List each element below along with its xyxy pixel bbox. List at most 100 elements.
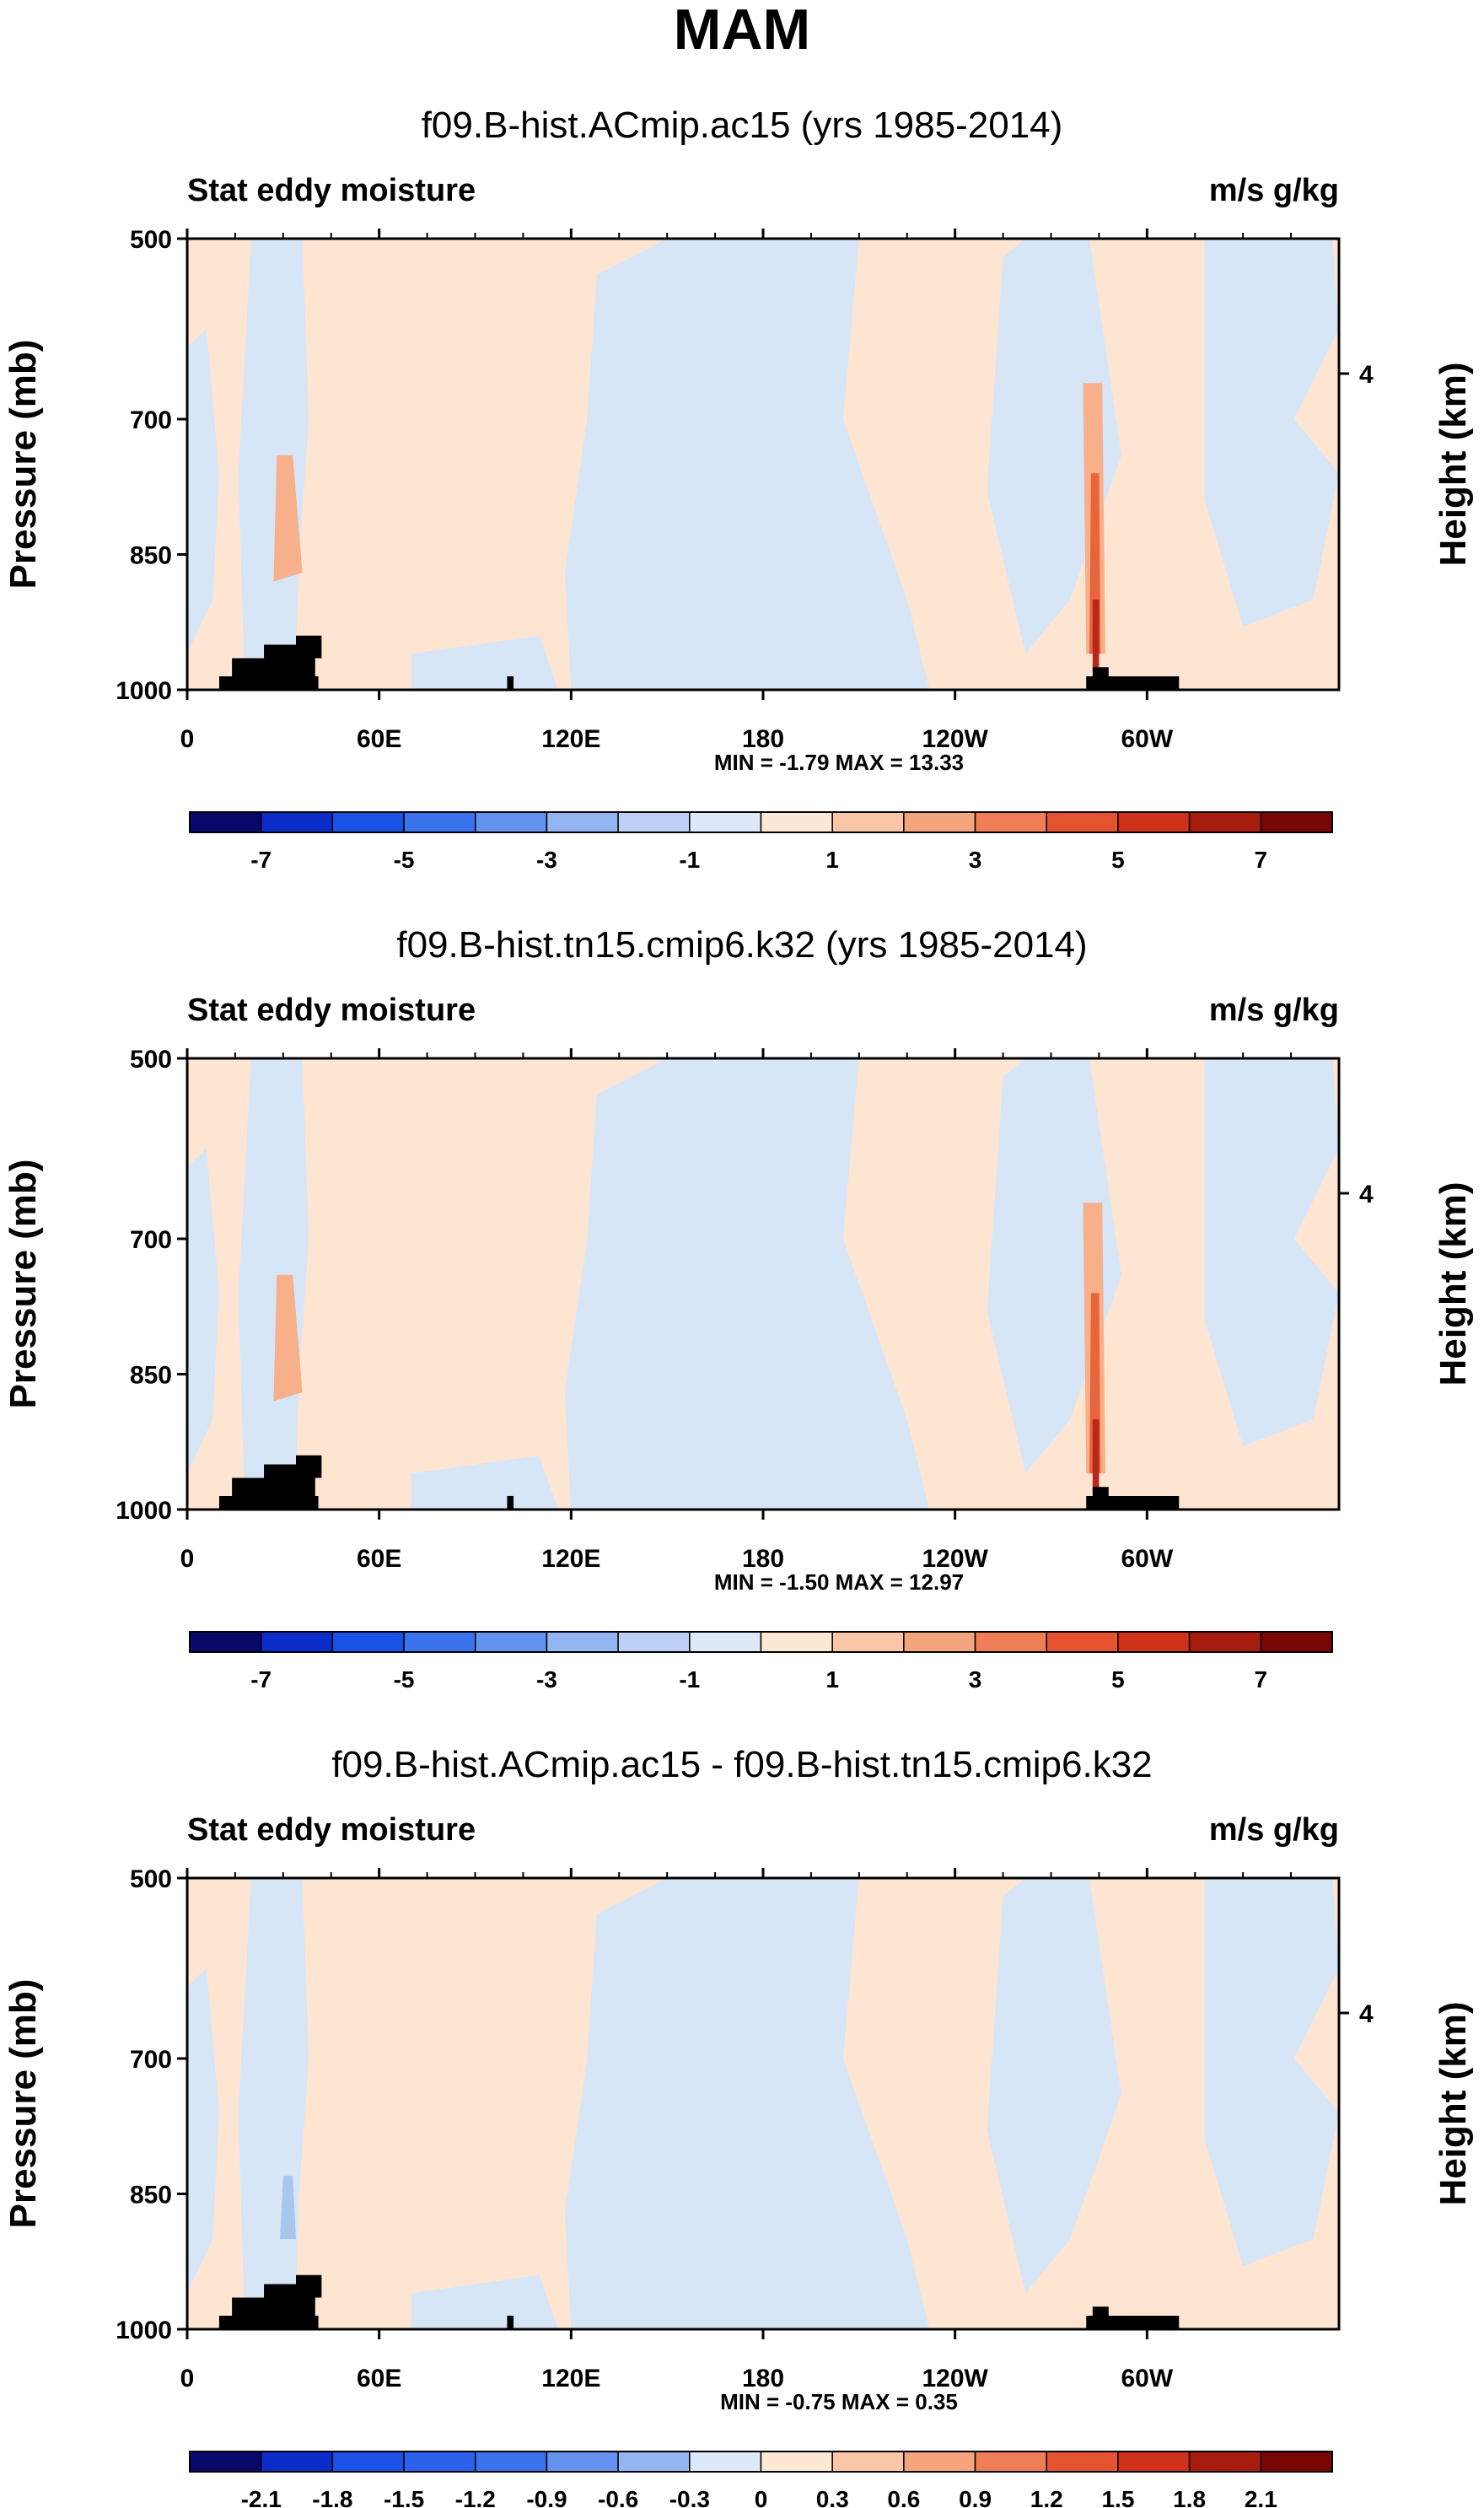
x-tick-label: 120E [541, 725, 600, 753]
panel-title: f09.B-hist.ACmip.ac15 (yrs 1985-2014) [422, 105, 1063, 146]
colorbar-box [1117, 811, 1191, 833]
colorbar-box [974, 811, 1047, 833]
colorbar-box [331, 811, 405, 833]
x-tick-label: 120W [922, 725, 988, 753]
negative-region-3 [564, 239, 930, 690]
colorbar-label: -2.1 [241, 2486, 282, 2508]
chart-panel-2: f09.B-hist.tn15.cmip6.k32 (yrs 1985-2014… [3, 924, 1474, 1693]
colorbar-box [903, 2451, 976, 2473]
colorbar-label: 1 [825, 1666, 839, 1693]
colorbar-box [1046, 1631, 1119, 1653]
x-tick-label: 60E [357, 1545, 401, 1573]
right-string: m/s g/kg [1209, 993, 1339, 1028]
negative-region-6 [411, 2274, 559, 2329]
colorbar-label: -0.9 [526, 2486, 567, 2508]
contour-field [187, 239, 1339, 690]
panel-title: f09.B-hist.ACmip.ac15 - f09.B-hist.tn15.… [331, 1744, 1152, 1785]
colorbar-box [1117, 2451, 1191, 2473]
x-tick-label: 120W [922, 2365, 988, 2392]
x-tick-label: 180 [742, 1545, 784, 1573]
colorbar-frame [189, 1631, 1333, 1653]
colorbar-label: 0.3 [816, 2486, 849, 2508]
panel-title: f09.B-hist.tn15.cmip6.k32 (yrs 1985-2014… [396, 924, 1087, 966]
right-tick-label: 4 [1359, 2000, 1374, 2028]
y-tick-label: 1000 [116, 677, 172, 705]
positive-plume-1 [273, 455, 303, 582]
negative-region-2 [187, 1149, 219, 1474]
y-axis-title: Pressure (mb) [3, 1160, 44, 1409]
x-tick-label: 60W [1121, 1545, 1173, 1573]
y-axis-title: Pressure (mb) [3, 340, 44, 589]
colorbar-label: 1 [825, 847, 839, 873]
topography-mask-1 [218, 2274, 322, 2329]
colorbar-box [546, 811, 619, 833]
colorbar-label: -1 [679, 847, 700, 873]
colorbar-box [1117, 1631, 1191, 1653]
colorbar-box [189, 1631, 262, 1653]
negative-region-2 [187, 1968, 219, 2294]
colorbar-label: -0.3 [669, 2486, 710, 2508]
colorbar-label: -1 [679, 1666, 700, 1693]
colorbar-label: -1.5 [384, 2486, 424, 2508]
x-tick-label: 120E [541, 1545, 600, 1573]
right-tick-label: 4 [1359, 1181, 1374, 1208]
colorbar-label: 1.5 [1101, 2486, 1134, 2508]
y-tick-label: 500 [130, 226, 172, 254]
y-tick-label: 500 [130, 1865, 172, 1893]
colorbar-label: -0.6 [598, 2486, 638, 2508]
colorbar-label: 0.9 [959, 2486, 992, 2508]
colorbar-label: -5 [394, 847, 415, 873]
colorbar-box [260, 811, 334, 833]
positive-max [1092, 600, 1100, 672]
colorbar-label: 5 [1111, 847, 1125, 873]
colorbar-box [1188, 1631, 1262, 1653]
chart-panel-3: f09.B-hist.ACmip.ac15 - f09.B-hist.tn15.… [3, 1744, 1474, 2508]
colorbar-label: 5 [1111, 1666, 1125, 1693]
colorbar-label: 1.2 [1030, 2486, 1063, 2508]
colorbar-label: 1.8 [1173, 2486, 1206, 2508]
colorbar-label: -5 [394, 1666, 415, 1693]
right-string: m/s g/kg [1209, 173, 1339, 208]
colorbar-box [974, 1631, 1047, 1653]
colorbar-box [831, 1631, 905, 1653]
colorbar-label: -3 [536, 847, 557, 873]
x-tick-label: 60W [1121, 725, 1173, 753]
colorbar-box [760, 811, 833, 833]
colorbar-box [617, 1631, 691, 1653]
y-tick-label: 500 [130, 1046, 172, 1074]
negative-region-6 [411, 1455, 559, 1510]
y-axis-title: Pressure (mb) [3, 1979, 44, 2229]
right-string: m/s g/kg [1209, 1812, 1339, 1848]
topography-mask-2 [507, 675, 514, 690]
contour-field [187, 1058, 1339, 1510]
colorbar-box [260, 2451, 334, 2473]
colorbar-box [1046, 811, 1119, 833]
colorbar-box [546, 1631, 619, 1653]
colorbar-frame [189, 2451, 1333, 2473]
negative-region-2 [187, 329, 219, 654]
y-axis-title-right: Height (km) [1433, 2002, 1474, 2206]
colorbar-box [1188, 811, 1262, 833]
figure-title: MAM [674, 0, 810, 62]
negative-region-5 [1204, 1058, 1339, 1447]
topography-mask-2 [507, 2315, 514, 2329]
x-tick-label: 60E [357, 2365, 401, 2392]
colorbar-box [189, 2451, 262, 2473]
negative-region-5 [1204, 1878, 1339, 2267]
y-axis-title-right: Height (km) [1433, 1182, 1474, 1386]
colorbar-box [1188, 2451, 1262, 2473]
colorbar-box [903, 1631, 976, 1653]
topography-mask-3 [1086, 667, 1180, 690]
colorbar-box [1046, 2451, 1119, 2473]
right-tick-label: 4 [1359, 361, 1374, 389]
colorbar-label: 0 [755, 2486, 768, 2508]
colorbar-label: 2.1 [1245, 2486, 1277, 2508]
y-tick-label: 850 [130, 542, 172, 570]
negative-region-6 [411, 635, 559, 690]
colorbar-frame [189, 811, 1333, 833]
colorbar-box [689, 2451, 762, 2473]
colorbar-label: 7 [1255, 847, 1268, 873]
colorbar-label: -3 [536, 1666, 557, 1693]
y-tick-label: 1000 [116, 1497, 172, 1525]
left-string: Stat eddy moisture [187, 173, 476, 208]
